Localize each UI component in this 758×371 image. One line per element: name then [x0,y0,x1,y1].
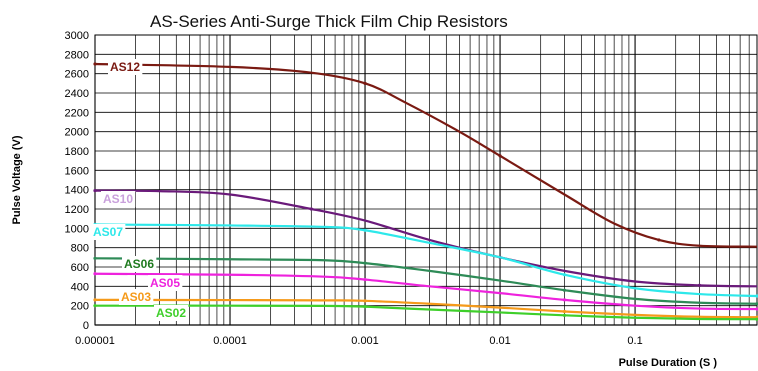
series-line-as12 [94,62,758,248]
series-point-as03 [93,298,97,302]
series-point-as10 [309,207,313,211]
series-label-as12: AS12 [110,60,140,74]
series-label-as10: AS10 [103,192,133,206]
series-point-as02 [93,304,97,308]
series-line-as06 [94,257,758,305]
x-tick-label: 0.1 [627,335,642,347]
series-point-as05 [755,307,758,311]
series-point-as05 [93,272,97,276]
x-tick-label: 0.01 [489,335,510,347]
y-tick-label: 1200 [65,204,89,216]
x-tick-label: 0.001 [351,335,379,347]
series-point-as05 [363,277,367,282]
series-line-as02 [94,304,758,321]
series-label-as05: AS05 [150,276,180,290]
series-label-bg-as03 [119,289,154,305]
series-point-as07 [755,294,758,298]
series-point-as12 [363,81,367,85]
series-point-as06 [562,288,567,292]
series-point-as10 [93,189,97,193]
y-tick-label: 2400 [65,88,89,100]
series-point-as02 [363,305,367,309]
series-point-as03 [363,299,367,303]
y-tick-label: 2600 [65,69,89,81]
series-point-as10 [697,283,702,287]
grid [94,34,758,326]
y-axis-label: Pulse Voltage (V) [11,135,23,224]
series-label-as06: AS06 [124,257,154,271]
series-point-as12 [93,62,97,66]
series-line-as10 [94,189,758,288]
series-point-as02 [562,313,567,317]
series-label-as03: AS03 [121,290,151,304]
series-point-as06 [363,261,367,265]
y-tick-label: 800 [71,243,89,255]
series-point-as07 [363,228,367,232]
series-point-as02 [755,317,758,321]
series-point-as12 [657,238,661,242]
series-label-as02: AS02 [156,306,186,320]
series-point-as05 [562,298,567,302]
y-tick-label: 2800 [65,49,89,61]
y-tick-label: 1600 [65,165,89,177]
y-tick-label: 3000 [65,30,89,42]
series-label-as07: AS07 [93,225,123,239]
series-label-bg-as05 [148,275,183,291]
series-line-as03 [94,298,758,319]
series-line-as05 [94,272,758,311]
x-tick-label: 0.00001 [75,335,115,347]
x-tick-label: 0.0001 [213,335,247,347]
y-tick-label: 1800 [65,146,89,158]
series-label-bg-as02 [154,305,189,321]
series-point-as12 [498,154,502,158]
y-tick-label: 200 [71,301,89,313]
axes: 0 200 400 600 800 1000 1200 1400 1600 1800 2000 220… [65,30,643,347]
series-point-as03 [562,309,567,314]
series-point-as06 [93,256,97,260]
y-tick-label: 2200 [65,107,89,119]
y-tick-label: 1400 [65,185,89,197]
series-label-bg-as07 [91,224,126,240]
series-lines [93,62,758,321]
y-tick-label: 600 [71,262,89,274]
y-tick-label: 400 [71,281,89,293]
y-tick-label: 2000 [65,127,89,139]
series-label-bg-as06 [122,256,157,272]
series-label-bg-as10 [101,191,136,207]
plot-border [94,34,758,326]
series-label-bg-as12 [108,59,143,75]
series-point-as06 [755,302,758,306]
x-axis-label: Pulse Duration (S ) [619,357,718,369]
series-line-as07 [94,223,758,298]
chart-title: AS-Series Anti-Surge Thick Film Chip Res… [150,12,508,31]
y-tick-label: 1000 [65,223,89,235]
series-point-as07 [562,273,567,277]
y-tick-label: 0 [83,320,89,332]
